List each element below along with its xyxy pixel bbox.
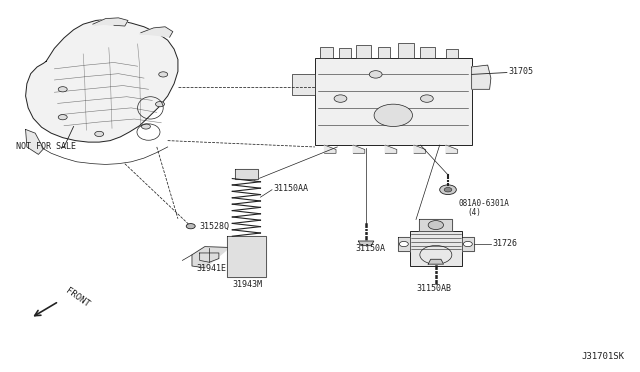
Polygon shape [428,259,444,264]
Circle shape [141,124,150,129]
Polygon shape [462,237,474,251]
Polygon shape [235,169,258,179]
Circle shape [428,221,444,230]
Circle shape [58,115,67,120]
Circle shape [440,185,456,195]
Text: 31528Q: 31528Q [200,222,230,231]
Text: NOT FOR SALE: NOT FOR SALE [16,142,76,151]
Bar [378,47,390,58]
Bar [320,46,333,58]
Polygon shape [446,145,458,153]
Text: 081A0-6301A: 081A0-6301A [458,199,509,208]
Bar [410,231,462,266]
Bar [292,74,315,95]
Circle shape [463,241,472,247]
Polygon shape [324,145,336,153]
Circle shape [95,131,104,137]
Polygon shape [192,247,227,268]
Bar [398,43,414,58]
Text: 31943M: 31943M [232,280,262,289]
Text: 31941E: 31941E [196,264,227,273]
Text: J31701SK: J31701SK [581,352,624,361]
Polygon shape [385,145,397,153]
Text: 31705: 31705 [509,67,534,76]
Polygon shape [472,65,491,89]
Circle shape [334,95,347,102]
Polygon shape [26,129,44,154]
Bar [356,45,371,58]
Bar [446,49,458,58]
Bar [420,46,435,58]
Bar [315,58,472,145]
Polygon shape [200,253,219,262]
Polygon shape [419,219,452,231]
Circle shape [156,102,164,107]
Polygon shape [414,145,426,153]
Text: 31150AA: 31150AA [273,185,308,193]
Circle shape [186,224,195,229]
Circle shape [159,72,168,77]
Circle shape [399,241,408,247]
Bar [339,48,351,58]
Text: 31726: 31726 [493,239,518,248]
Text: (4): (4) [467,208,481,217]
Text: 31150A: 31150A [355,244,385,253]
Polygon shape [353,145,365,153]
Circle shape [369,71,382,78]
Polygon shape [358,241,374,246]
Polygon shape [140,27,173,37]
Polygon shape [26,19,178,142]
Circle shape [444,187,452,192]
Polygon shape [398,237,410,251]
Circle shape [58,87,67,92]
Circle shape [374,104,413,126]
Text: FRONT: FRONT [64,286,91,309]
Polygon shape [93,18,128,26]
Circle shape [420,95,433,102]
Polygon shape [227,236,266,277]
Text: 31150AB: 31150AB [417,284,452,293]
